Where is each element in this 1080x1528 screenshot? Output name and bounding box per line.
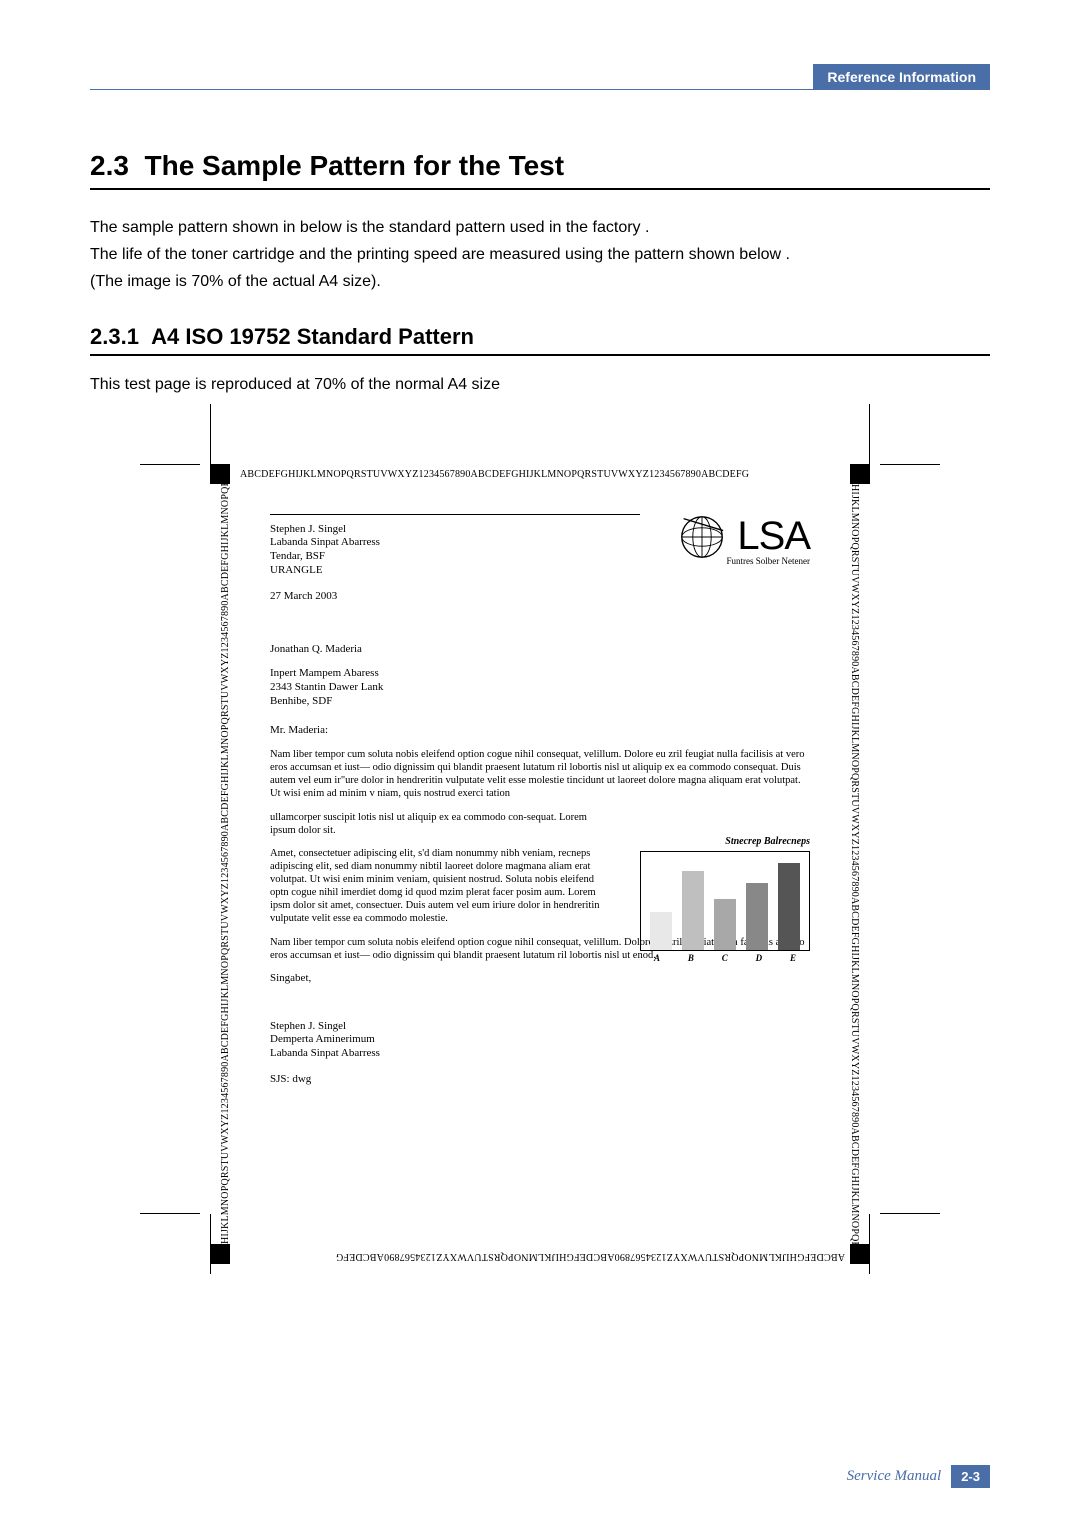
from-country: URANGLE	[270, 564, 810, 578]
footer-text: Service Manual	[847, 1468, 942, 1485]
crop-mark	[880, 1213, 940, 1214]
letter-date: 27 March 2003	[270, 590, 810, 604]
salutation: Mr. Maderia:	[270, 724, 810, 738]
section-title-text: The Sample Pattern for the Test	[145, 150, 565, 181]
sample-page: ABCDEFGHIJKLMNOPQRSTUVWXYZ1234567890ABCD…	[170, 414, 910, 1264]
section-title: 2.3 The Sample Pattern for the Test	[90, 150, 990, 190]
signature-block: Stephen J. Singel Demperta Aminerimum La…	[270, 1020, 810, 1061]
to-name: Jonathan Q. Maderia	[270, 643, 810, 657]
from-dept: Tendar, BSF	[270, 550, 810, 564]
subsection-number: 2.3.1	[90, 324, 139, 349]
header-tab: Reference Information	[813, 64, 990, 90]
to-org: Inpert Mampem Abaress	[270, 667, 810, 681]
trim-box: ABCDEFGHIJKLMNOPQRSTUVWXYZ1234567890ABCD…	[210, 464, 870, 1264]
intro-block: The sample pattern shown in below is the…	[90, 216, 990, 294]
bar-chart: Stnecrep Balrecneps A B C D E	[640, 836, 810, 963]
paragraph-1b: ullamcorper suscipit lotis nisl ut aliqu…	[270, 811, 605, 837]
sig-title: Demperta Aminerimum	[270, 1033, 810, 1047]
chart-bar	[778, 863, 800, 949]
section-number: 2.3	[90, 150, 129, 181]
paragraph-2: Amet, consectetuer adipiscing elit, s'd …	[270, 847, 605, 926]
to-address: Jonathan Q. Maderia Inpert Mampem Abares…	[270, 643, 810, 708]
border-text-left: HIJKLMNOPQRSTUVWXYZ1234567890ABCDEFGHIJK…	[220, 484, 231, 1244]
to-street: 2343 Stantin Dawer Lank	[270, 681, 810, 695]
crop-mark	[880, 464, 940, 465]
chart-bar-label: E	[790, 953, 796, 963]
chart-bar	[650, 912, 672, 949]
chart-bar	[746, 883, 768, 950]
crop-mark	[210, 404, 211, 464]
chart-bar	[714, 899, 736, 950]
rule-line	[270, 514, 640, 515]
subsection-title-text: A4 ISO 19752 Standard Pattern	[151, 324, 474, 349]
header-bar: Reference Information	[90, 60, 990, 90]
footer-page-number: 2-3	[951, 1465, 990, 1488]
corner-square	[210, 1244, 230, 1264]
page-footer: Service Manual 2-3	[847, 1465, 990, 1488]
border-text-top: ABCDEFGHIJKLMNOPQRSTUVWXYZ1234567890ABCD…	[240, 469, 845, 480]
chart-bar-label: C	[722, 953, 728, 963]
intro-line-3: (The image is 70% of the actual A4 size)…	[90, 270, 990, 293]
corner-square	[210, 464, 230, 484]
crop-mark	[140, 1213, 200, 1214]
border-text-bottom: ABCDEFGHIJKLMNOPQRSTUVWXYZ1234567890ABCD…	[240, 1251, 845, 1262]
subsection-caption: This test page is reproduced at 70% of t…	[90, 376, 990, 394]
sig-org: Labanda Sinpat Abarress	[270, 1047, 810, 1061]
crop-mark	[140, 464, 200, 465]
chart-labels: A B C D E	[640, 953, 810, 963]
intro-line-1: The sample pattern shown in below is the…	[90, 216, 990, 239]
subsection-title: 2.3.1 A4 ISO 19752 Standard Pattern	[90, 324, 990, 356]
chart-title: Stnecrep Balrecneps	[640, 836, 810, 847]
crop-mark	[869, 404, 870, 464]
corner-square	[850, 464, 870, 484]
chart-bar-label: D	[756, 953, 763, 963]
initials: SJS: dwg	[270, 1073, 810, 1087]
from-org: Labanda Sinpat Abarress	[270, 536, 810, 550]
intro-line-2: The life of the toner cartridge and the …	[90, 243, 990, 266]
chart-bar-label: A	[654, 953, 660, 963]
from-address: Stephen J. Singel Labanda Sinpat Abarres…	[270, 523, 810, 578]
to-city: Benhibe, SDF	[270, 695, 810, 709]
paragraph-1: Nam liber tempor cum soluta nobis eleife…	[270, 748, 810, 801]
chart-bar	[682, 871, 704, 949]
chart-bar-label: B	[688, 953, 694, 963]
sig-name: Stephen J. Singel	[270, 1020, 810, 1034]
chart-area	[640, 851, 810, 951]
closing: Singabet,	[270, 972, 810, 986]
border-text-right: HIJKLMNOPQRSTUVWXYZ1234567890ABCDEFGHIJK…	[849, 484, 860, 1244]
from-name: Stephen J. Singel	[270, 523, 810, 537]
corner-square	[850, 1244, 870, 1264]
